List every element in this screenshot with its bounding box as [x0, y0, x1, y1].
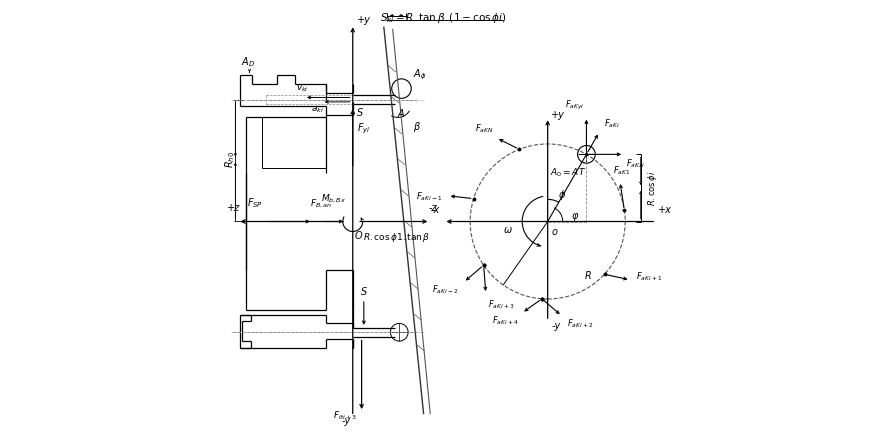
Text: A: A [397, 109, 404, 119]
Text: $S_{ki}=R.\tan\beta.(1-\cos\phi i)$: $S_{ki}=R.\tan\beta.(1-\cos\phi i)$ [381, 11, 507, 25]
Text: S: S [361, 288, 367, 297]
Text: $a_{ki}$: $a_{ki}$ [311, 105, 324, 116]
Text: -y: -y [551, 321, 561, 330]
Text: $\varphi$: $\varphi$ [571, 211, 579, 223]
Text: $R.\cos\phi i$: $R.\cos\phi i$ [646, 170, 659, 206]
Text: $M_{b,Bx}$: $M_{b,Bx}$ [321, 192, 346, 205]
Text: -y: -y [341, 416, 350, 426]
Text: $F_{aKi+3}$: $F_{aKi+3}$ [488, 299, 514, 311]
Text: S: S [358, 108, 364, 118]
Text: O: O [355, 231, 363, 241]
Text: +x: +x [659, 205, 672, 215]
Text: $A_0=AT$: $A_0=AT$ [550, 167, 586, 179]
Text: $F_{aKi+4}$: $F_{aKi+4}$ [492, 315, 519, 327]
Text: $F_{aKyi}$: $F_{aKyi}$ [564, 99, 584, 112]
Text: -z: -z [428, 202, 437, 213]
Text: -x: -x [431, 205, 440, 215]
Text: $F_{SP}$: $F_{SP}$ [247, 197, 263, 210]
Text: $\phi$: $\phi$ [558, 188, 566, 202]
Text: $F_{aKxi}$: $F_{aKxi}$ [626, 158, 646, 171]
Text: $F_{aKi-2}$: $F_{aKi-2}$ [432, 284, 459, 296]
Text: $F_{aKN}$: $F_{aKN}$ [475, 122, 494, 135]
Text: $R.\cos\phi1.\tan\beta$: $R.\cos\phi1.\tan\beta$ [364, 231, 431, 244]
Text: $F_{aKi}$: $F_{aKi}$ [604, 117, 620, 130]
Text: $F_{aKi+2}$: $F_{aKi+2}$ [567, 318, 593, 330]
Text: $F_{yi}$: $F_{yi}$ [358, 121, 371, 136]
Text: $\beta$: $\beta$ [413, 120, 421, 135]
Text: $v_{ki}$: $v_{ki}$ [296, 84, 308, 94]
Text: $F_{aKi-1}$: $F_{aKi-1}$ [417, 190, 443, 203]
Text: $R$: $R$ [583, 268, 591, 281]
Text: +z: +z [227, 202, 240, 213]
Text: $R_{h0}$: $R_{h0}$ [223, 151, 237, 168]
Text: $F_{aKi+1}$: $F_{aKi+1}$ [635, 270, 662, 283]
Text: $F_{\vartheta i+3}$: $F_{\vartheta i+3}$ [333, 410, 358, 422]
Text: +y: +y [551, 110, 565, 120]
Text: +y: +y [358, 15, 371, 25]
Text: $A_\phi$: $A_\phi$ [412, 67, 426, 82]
Text: $\omega$: $\omega$ [503, 225, 513, 235]
Text: $F_{aK1}$: $F_{aK1}$ [614, 164, 631, 177]
Text: $F_{B,an}$: $F_{B,an}$ [310, 198, 332, 210]
Text: o: o [551, 227, 557, 237]
Text: $A_D$: $A_D$ [241, 55, 254, 69]
